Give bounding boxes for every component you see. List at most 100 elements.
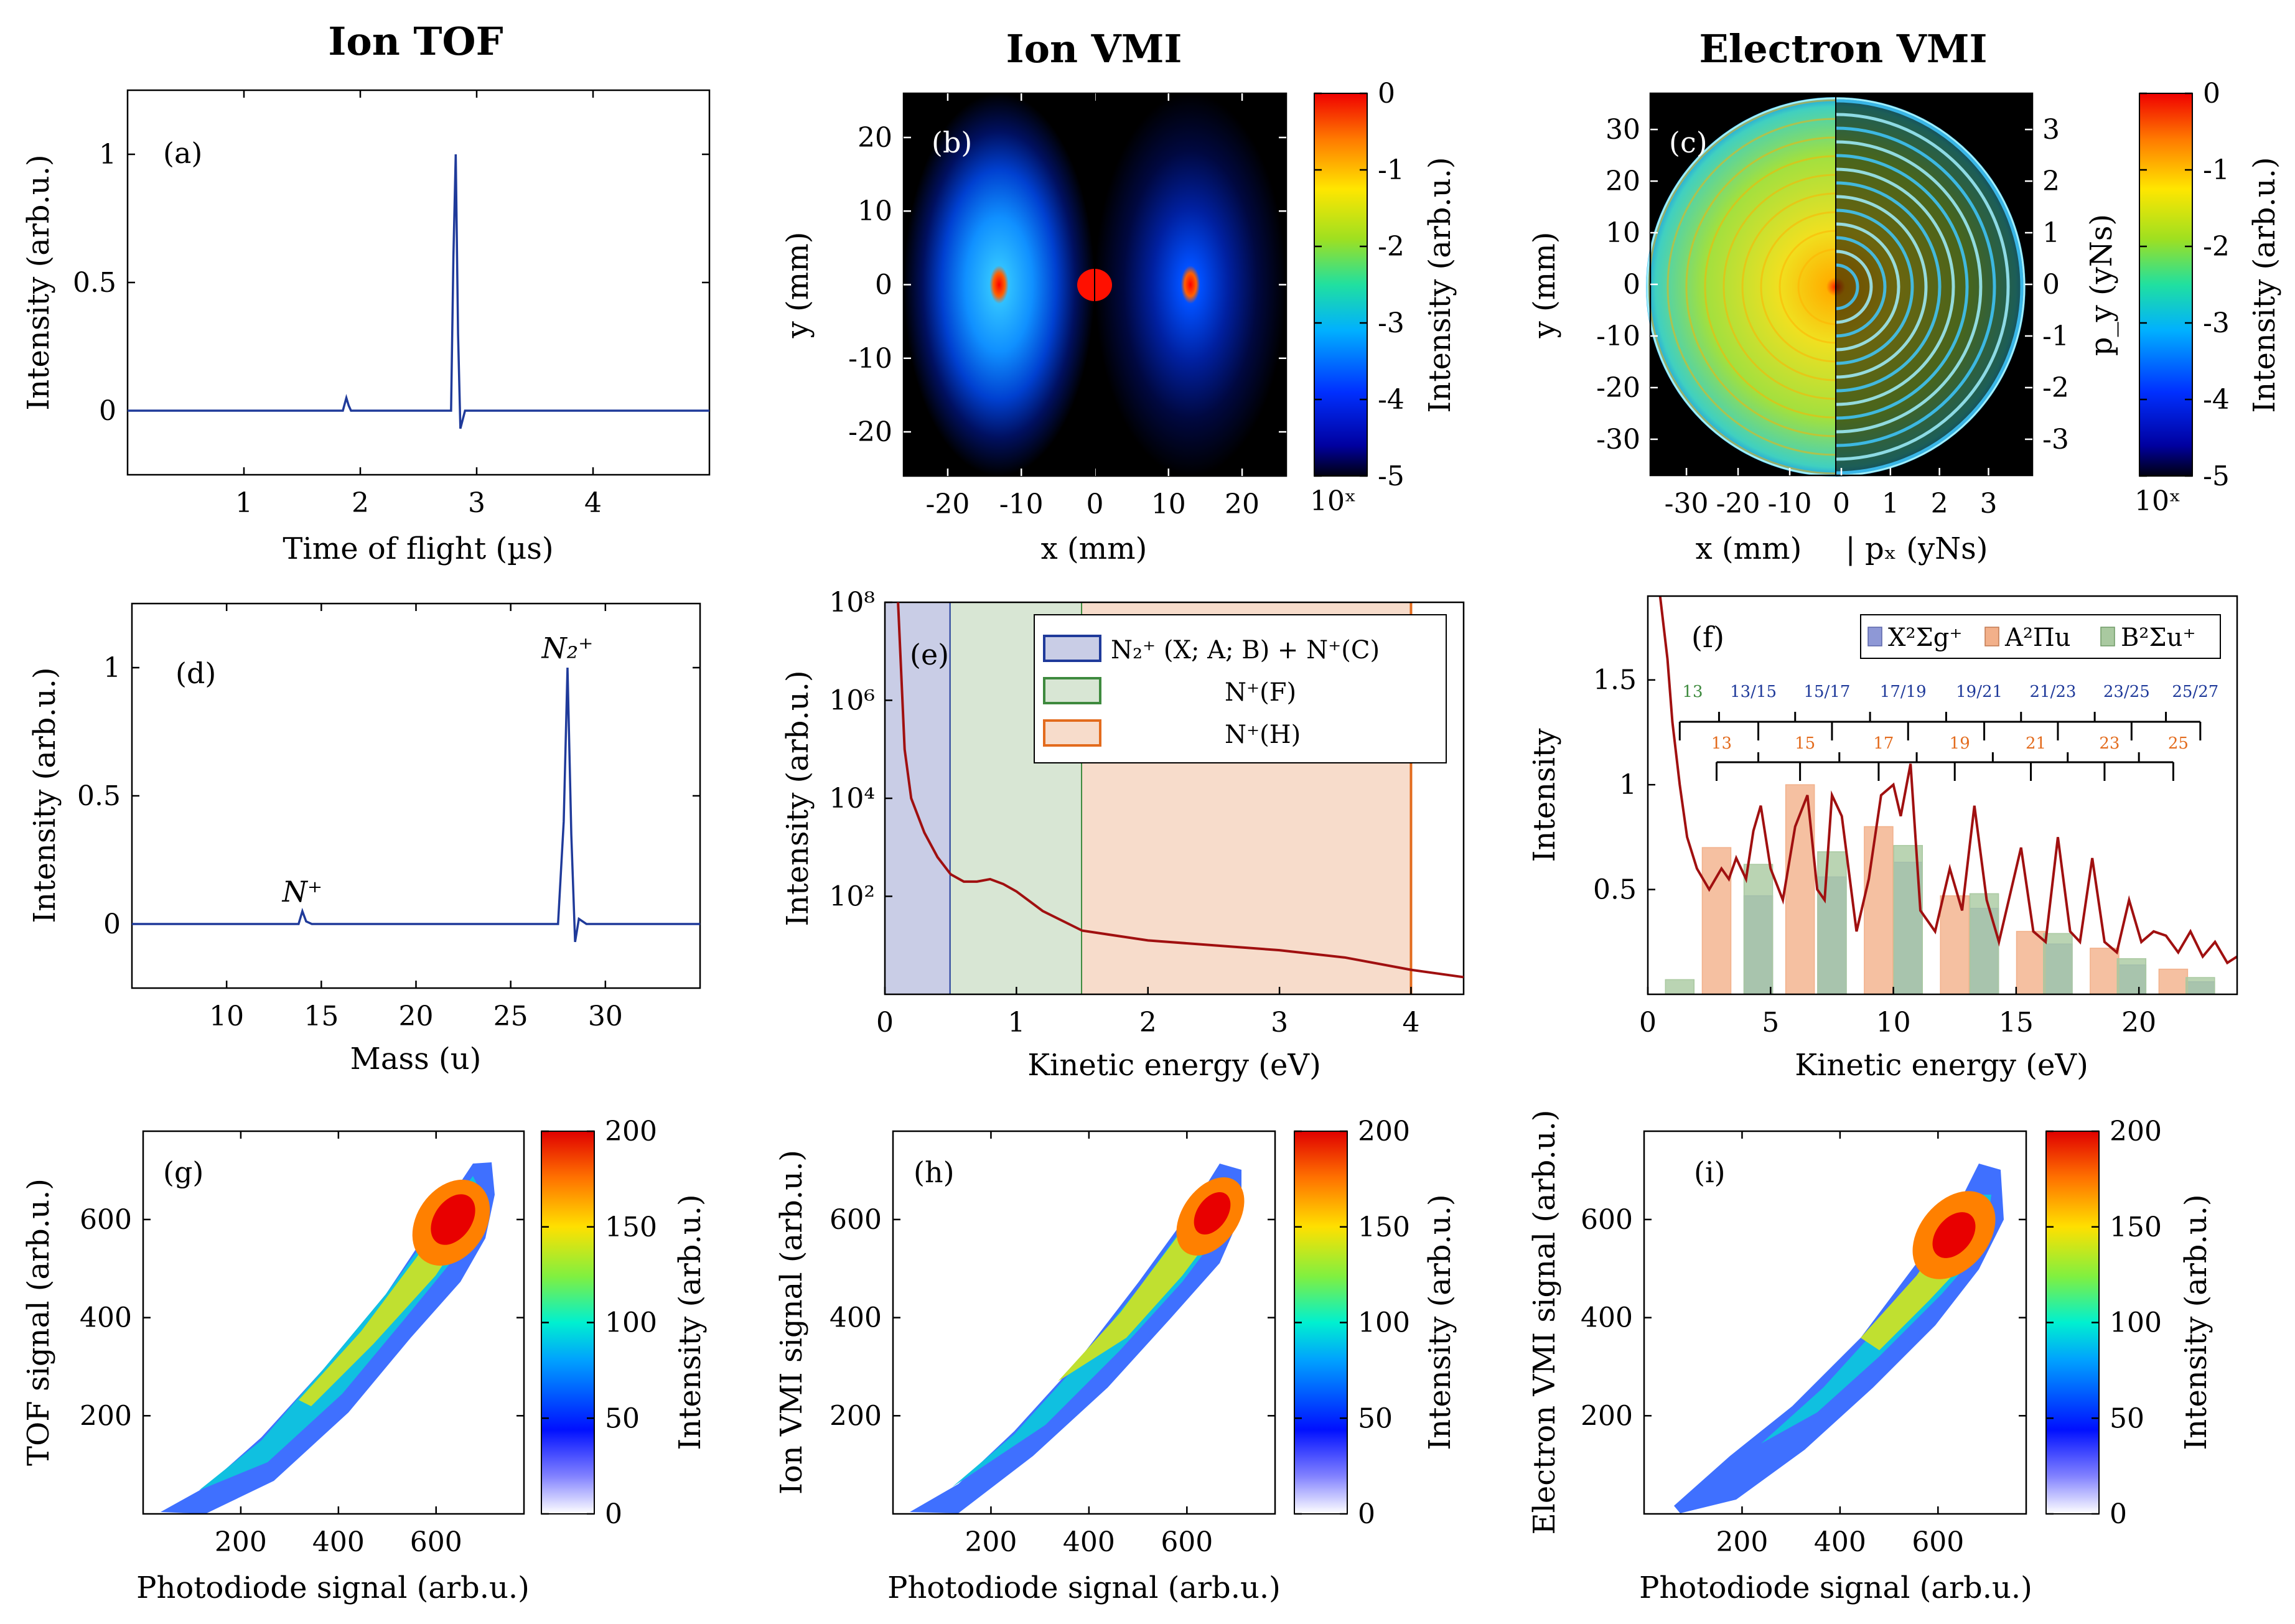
x-tick-label-g: 200 [215,1526,267,1558]
x-tick-label-g: 400 [312,1526,365,1558]
vmi-ring [1835,222,1900,352]
bar-a [1701,847,1732,995]
x-tick-label-c: 1 [1882,488,1899,520]
bar-a [2090,948,2120,995]
x-tick-label-e: 1 [1007,1007,1025,1038]
y-tick-label-b: 20 [858,122,892,154]
vmi-ring [1835,263,1859,310]
rot-label-top: 21/23 [2029,683,2076,701]
y-tick-label-c: 30 [1606,114,1640,146]
legend-label-region-1: N₂⁺ (X; A; B) + N⁺(C) [1111,636,1380,665]
y-tick-label-c: 10 [1606,217,1640,249]
vmi-ring-left [1704,155,1836,419]
y-tick-right-label-c: 3 [2042,114,2060,146]
legend-swatch-region-3 [1043,719,1101,747]
panel-label-c: (c) [1669,126,1708,159]
rot-label-top: 13 [1682,683,1703,701]
legend-label-region-2: N⁺(F) [1225,678,1296,707]
x-tick-label-h: 400 [1063,1526,1115,1558]
colorbar-tick-label: 150 [2110,1211,2162,1243]
y-tick-label-b: 0 [875,269,892,301]
colorbar-i [2045,1131,2100,1514]
colorbar-tick-label: 50 [605,1402,640,1434]
y-tick-label-b: -20 [848,416,892,448]
y-axis-label-c: y (mm) [1527,232,1562,339]
vmi-ring-left [1779,230,1836,344]
x-tick-label-h: 600 [1161,1526,1213,1558]
x-axis-label-e: Kinetic energy (eV) [1027,1048,1321,1083]
y-tick-label-c: 0 [1623,269,1640,301]
panel-label-i: (i) [1694,1155,1726,1189]
rot-label-top: 19/21 [1956,683,2003,701]
rot-label-top: 15/17 [1803,683,1850,701]
x-tick-label-e: 3 [1271,1007,1288,1038]
legend-label-x: X²Σg⁺ [1888,623,1963,652]
y-tick-label-h: 400 [830,1302,882,1334]
bar-b [1969,893,1999,995]
y-axis-label-d: Intensity (arb.u.) [27,667,62,923]
x-axis-label-d: Mass (u) [350,1042,482,1076]
y-tick-label-e: 10⁶ [829,685,875,717]
bar-b [2043,933,2073,995]
x-tick-label-i: 400 [1814,1526,1866,1558]
vmi-ring [1835,250,1873,324]
legend-label-a: A²Πu [2004,623,2071,652]
x-tick-label-f: 0 [1639,1007,1657,1038]
panel-label-h: (h) [914,1155,955,1189]
y-tick-label-e: 10⁴ [829,783,875,814]
vmi-ring-left [1760,211,1836,363]
rot-label-bottom: 19 [1950,734,1970,753]
y-axis-label-i: Electron VMI signal (arb.u.) [1527,1109,1562,1534]
x-tick-label-a: 2 [352,487,369,519]
colorbar-tick-label: 100 [605,1307,657,1339]
panel-label-g: (g) [163,1155,203,1189]
panel-g: 200 400 600 200 400 600 (g) Photodiode signal… [21,1116,708,1605]
colorbar-tick-label: 200 [1358,1116,1410,1147]
colorbar-tick-label: 100 [1358,1307,1410,1339]
x-axis-label-c-right: | pₓ (yNs) [1846,531,1988,566]
y-tick-label-d: 0 [103,908,121,940]
bar-b [1665,979,1695,995]
bar-b [2185,977,2215,995]
colorbar-tick-label: 150 [1358,1211,1410,1243]
colorbar-tick-label: -4 [1378,384,1405,416]
colorbar-tick-label: 150 [605,1211,657,1243]
colorbar-label-i: Intensity (arb.u.) [2179,1194,2213,1450]
colorbar-exponent-b: 10ˣ [1310,485,1357,517]
y-tick-label-h: 600 [830,1204,882,1236]
colorbar-tick-label: 50 [2110,1402,2144,1434]
panel-e: 0 1 2 3 4 10² 10⁴ 10⁶ 10⁸ (e) N₂⁺ (X; A; B) + N⁺… [780,587,1465,1083]
colorbar-tick-label: 200 [2110,1116,2162,1147]
x-axis-label-f: Kinetic energy (eV) [1795,1048,2088,1083]
rot-label-bottom: 15 [1795,734,1815,753]
x-tick-label-d: 15 [304,1001,339,1032]
vmi-ring-left [1797,248,1836,325]
panel-label-a: (a) [163,136,202,170]
x-tick-label-b: -20 [926,488,970,520]
column-title-electron-vmi: Electron VMI [1699,26,1987,72]
vmi-ring-left [1741,192,1836,381]
electron-vmi-rings [1646,97,2026,477]
panel-f: 13 13/15 15/17 17/19 19/21 21/23 23/25 25/27 13 1… [1527,595,2238,1083]
series-line-tof [128,154,709,429]
x-tick-label-e: 2 [1139,1007,1157,1038]
bar-b [1743,864,1774,995]
vmi-ring [1835,140,1983,434]
y-tick-label-g: 400 [80,1302,132,1334]
colorbar-tick-label: -2 [1378,231,1405,263]
series-line-ke-electron [1658,595,2238,965]
legend-swatch-x [1867,627,1882,646]
y-tick-label-d: 1 [103,652,121,684]
colorbar-tick-label: -5 [1378,460,1405,492]
colorbar-tick-label: 0 [1378,78,1395,110]
series-line-mass [132,667,700,943]
y-tick-right-label-c: -1 [2042,320,2069,352]
x-tick-label-i: 600 [1912,1526,1964,1558]
colorbar-tick-label: -5 [2203,460,2230,492]
y-tick-label-i: 200 [1581,1400,1633,1432]
y-tick-label-g: 200 [80,1400,132,1432]
rot-label-bottom: 13 [1711,734,1732,753]
colorbar-label-c: Intensity (arb.u.) [2247,157,2282,413]
